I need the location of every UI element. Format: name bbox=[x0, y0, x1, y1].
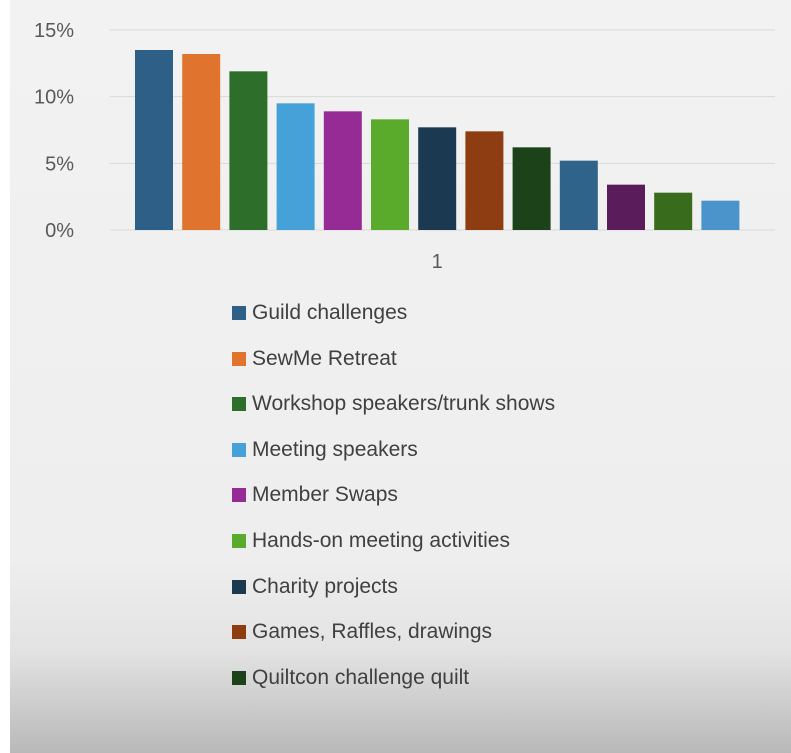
legend-swatch bbox=[232, 625, 246, 640]
y-tick-label: 15% bbox=[34, 20, 74, 42]
legend-label: SewMe Retreat bbox=[252, 346, 397, 370]
legend-swatch bbox=[232, 534, 246, 548]
legend-swatch bbox=[232, 351, 246, 366]
bar-1 bbox=[135, 50, 173, 230]
legend-item: Meeting speakers bbox=[232, 437, 418, 463]
legend-item: Hands-on meeting activities bbox=[232, 528, 510, 554]
legend-item: Guild challenges bbox=[232, 300, 407, 326]
bar-2 bbox=[182, 54, 221, 230]
y-tick-label: 10% bbox=[34, 87, 74, 109]
bar-9 bbox=[512, 147, 551, 230]
bar-7 bbox=[418, 127, 457, 230]
bar-13 bbox=[701, 200, 740, 230]
legend-swatch bbox=[232, 579, 246, 594]
legend-item: Games, Raffles, drawings bbox=[232, 619, 492, 645]
legend-swatch bbox=[232, 397, 246, 412]
legend-swatch bbox=[232, 306, 246, 320]
bar-4 bbox=[276, 103, 315, 230]
legend-item: SewMe Retreat bbox=[232, 346, 397, 372]
legend-swatch bbox=[232, 442, 246, 457]
bars bbox=[135, 50, 740, 230]
bar-10 bbox=[559, 160, 598, 230]
legend-label: Meeting speakers bbox=[252, 437, 418, 461]
legend-label: Charity projects bbox=[252, 574, 398, 598]
legend-item: Member Swaps bbox=[232, 482, 398, 508]
y-axis-ticks: 0% 5% 10% 15% bbox=[34, 20, 74, 242]
legend-swatch bbox=[232, 670, 246, 685]
x-category-label: 1 bbox=[432, 251, 443, 273]
legend-item: Workshop speakers/trunk shows bbox=[232, 391, 555, 417]
y-tick-label: 5% bbox=[45, 153, 74, 175]
legend-label: Workshop speakers/trunk shows bbox=[252, 392, 556, 416]
bar-12 bbox=[654, 192, 693, 230]
bar-8 bbox=[465, 131, 504, 230]
legend-item: Charity projects bbox=[232, 574, 398, 600]
bar-3 bbox=[229, 71, 268, 230]
legend-label: Hands-on meeting activities bbox=[252, 529, 510, 552]
legend-label: Quiltcon challenge quilt bbox=[252, 665, 470, 689]
left-border-strip bbox=[0, 0, 10, 753]
bar-6 bbox=[371, 119, 409, 230]
legend-label: Guild challenges bbox=[252, 301, 408, 324]
legend-label: Member Swaps bbox=[252, 483, 398, 507]
bar-5 bbox=[323, 111, 362, 230]
legend-item: Quiltcon challenge quilt bbox=[232, 665, 469, 691]
legend-swatch bbox=[232, 488, 246, 503]
y-tick-label: 0% bbox=[45, 220, 74, 242]
legend-label: Games, Raffles, drawings bbox=[252, 620, 493, 644]
bar-11 bbox=[607, 184, 645, 230]
